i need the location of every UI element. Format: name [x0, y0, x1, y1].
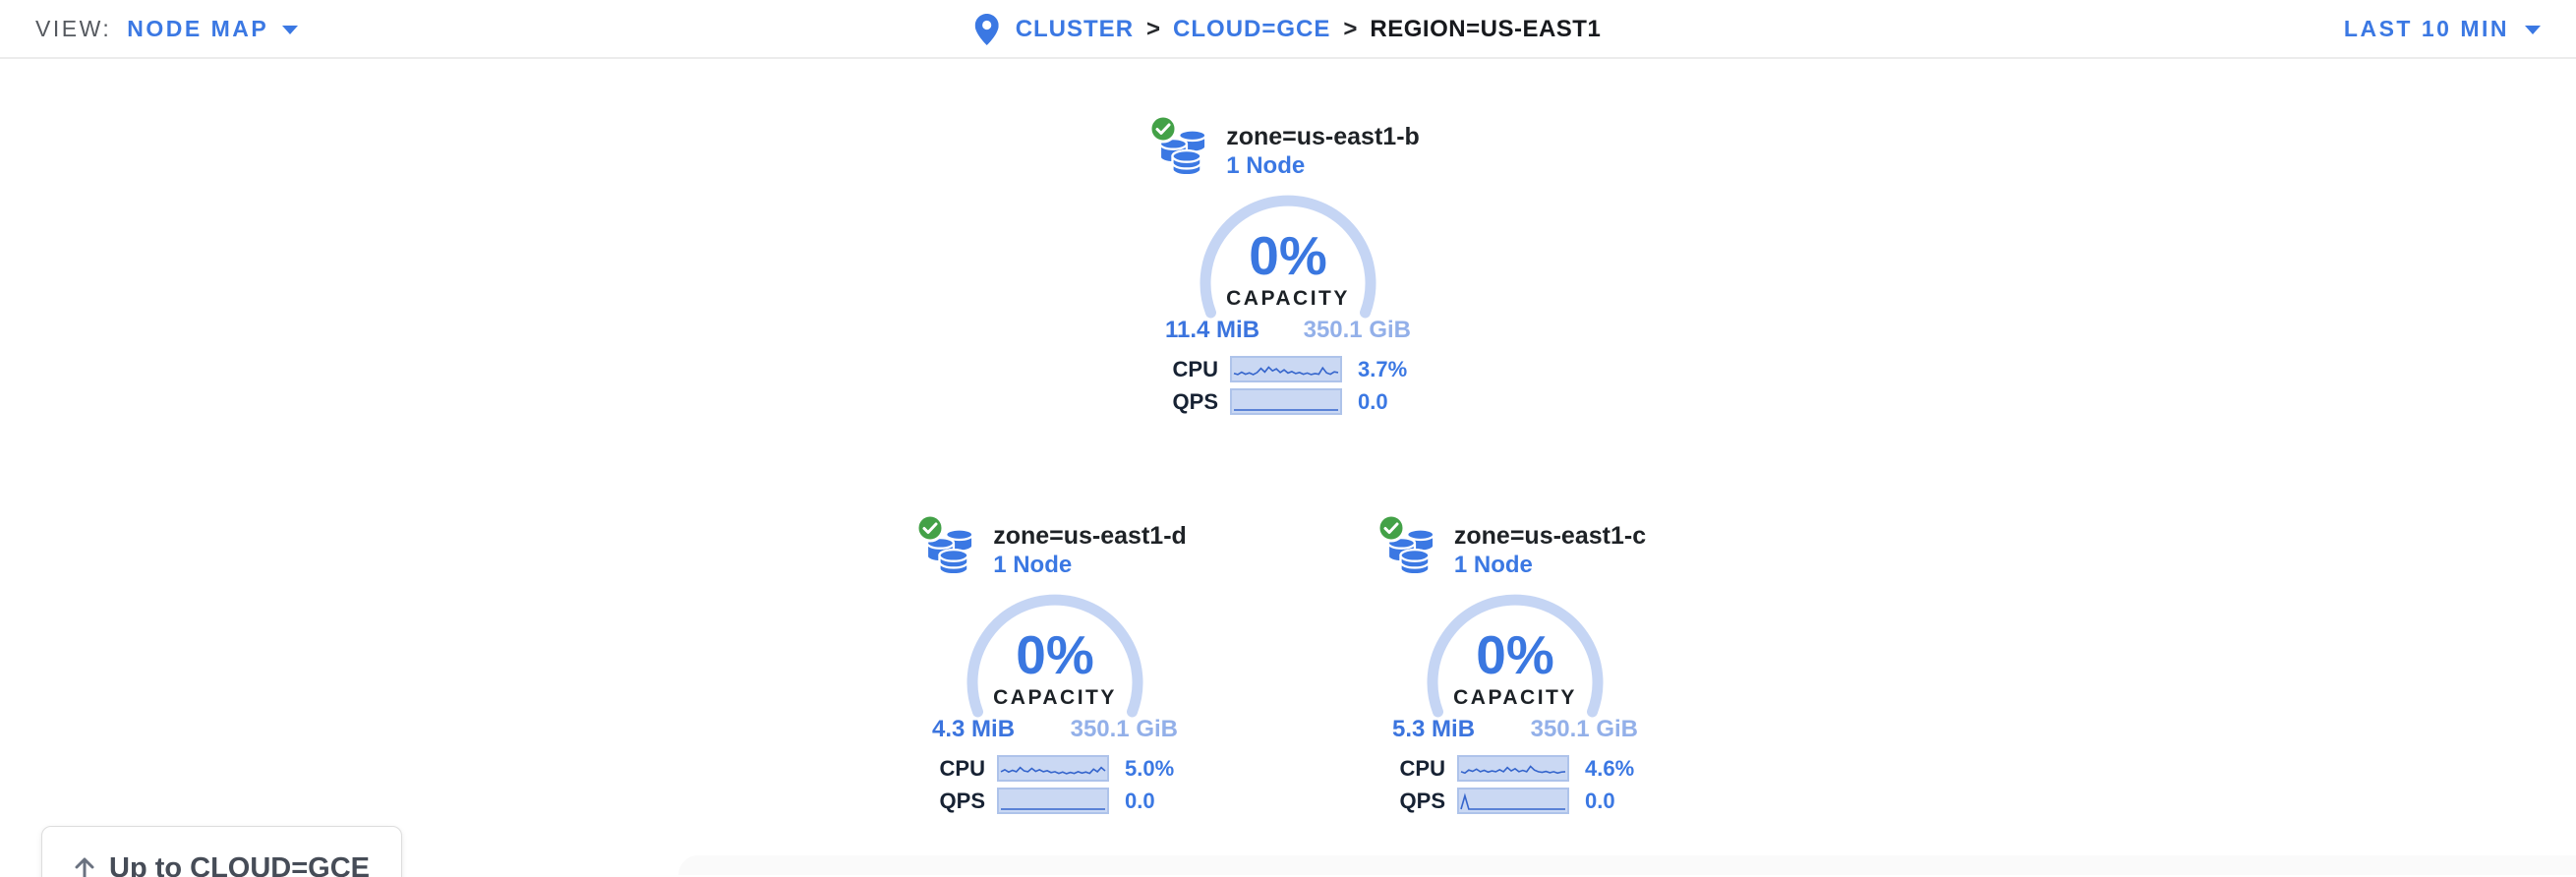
view-dropdown-value: NODE MAP: [127, 15, 269, 41]
capacity-values-row: 4.3 MiB 350.1 GiB: [932, 716, 1178, 743]
time-range-value: LAST 10 MIN: [2343, 15, 2509, 41]
capacity-total: 350.1 GiB: [1303, 317, 1411, 343]
capacity-percent: 0%: [1016, 624, 1094, 685]
capacity-values-row: 5.3 MiB 350.1 GiB: [1392, 716, 1638, 743]
breadcrumb-separator: >: [1343, 16, 1358, 42]
time-range-dropdown[interactable]: LAST 10 MIN: [2344, 16, 2541, 42]
capacity-total: 350.1 GiB: [1070, 716, 1178, 742]
zone-node-count: 1 Node: [1226, 152, 1306, 179]
zone-card-us-east1-d[interactable]: zone=us-east1-d 1 Node 0% CAPACITY 4.3 M…: [915, 513, 1193, 814]
cpu-value: 4.6%: [1585, 755, 1635, 781]
capacity-label: CAPACITY: [993, 686, 1117, 709]
cpu-sparkline: [997, 755, 1109, 782]
zone-card-header: zone=us-east1-d 1 Node: [915, 513, 1193, 580]
healthy-check-icon: [915, 513, 945, 543]
qps-value: 0.0: [1125, 788, 1155, 813]
zone-titles: zone=us-east1-d 1 Node: [993, 519, 1187, 579]
capacity-values-row: 11.4 MiB 350.1 GiB: [1165, 317, 1411, 344]
breadcrumb: CLUSTER > CLOUD=GCE > REGION=US-EAST1: [974, 0, 1602, 59]
capacity-arc: [966, 594, 1143, 718]
capacity-used: 5.3 MiB: [1392, 716, 1476, 742]
cpu-sparkline: [1230, 356, 1342, 382]
view-label: VIEW:: [35, 15, 112, 41]
healthy-check-icon: [1376, 513, 1406, 543]
cpu-label: CPU: [1399, 755, 1445, 781]
nodes-stack-icon: [925, 528, 974, 576]
chevron-down-icon: [282, 26, 299, 34]
zone-card-header: zone=us-east1-c 1 Node: [1376, 513, 1653, 580]
view-selector-group: VIEW: NODE MAP: [35, 15, 299, 42]
view-dropdown[interactable]: NODE MAP: [127, 15, 299, 42]
cpu-value: 5.0%: [1125, 755, 1175, 781]
capacity-percent: 0%: [1249, 225, 1327, 286]
healthy-check-icon: [1148, 114, 1178, 144]
up-to-parent-button[interactable]: Up to CLOUD=GCE: [41, 826, 403, 877]
breadcrumb-cloud-link[interactable]: CLOUD=GCE: [1173, 16, 1331, 42]
zone-icon-wrap: [1148, 114, 1213, 181]
zone-card-us-east1-c[interactable]: zone=us-east1-c 1 Node 0% CAPACITY 5.3 M…: [1376, 513, 1653, 814]
capacity-gauge: 0% CAPACITY: [932, 588, 1178, 720]
qps-row: QPS 0.0: [1390, 788, 1640, 814]
zone-card-us-east1-b[interactable]: zone=us-east1-b 1 Node 0% CAPACITY 11.4 …: [1148, 114, 1426, 415]
capacity-label: CAPACITY: [1226, 287, 1350, 310]
qps-label: QPS: [939, 788, 985, 813]
zone-stats: CPU 3.7% QPS 0.0: [1163, 356, 1413, 415]
zone-name: zone=us-east1-c: [1453, 522, 1647, 550]
zone-icon-wrap: [915, 513, 980, 580]
qps-row: QPS 0.0: [930, 788, 1180, 814]
qps-label: QPS: [1172, 388, 1218, 414]
node-map-canvas: zone=us-east1-b 1 Node 0% CAPACITY 11.4 …: [0, 59, 2576, 877]
capacity-percent: 0%: [1476, 624, 1554, 685]
capacity-total: 350.1 GiB: [1530, 716, 1638, 742]
zone-node-count: 1 Node: [993, 552, 1073, 578]
capacity-gauge: 0% CAPACITY: [1165, 189, 1411, 321]
breadcrumb-region-current: REGION=US-EAST1: [1370, 16, 1602, 42]
cpu-label: CPU: [1172, 356, 1218, 381]
zone-stats: CPU 5.0% QPS 0.0: [930, 755, 1180, 814]
nodes-stack-icon: [1158, 129, 1207, 177]
capacity-arc: [1427, 594, 1604, 718]
zone-titles: zone=us-east1-b 1 Node: [1226, 120, 1420, 180]
zone-name: zone=us-east1-d: [993, 522, 1187, 550]
location-pin-icon: [974, 14, 999, 45]
zone-titles: zone=us-east1-c 1 Node: [1454, 519, 1646, 579]
qps-value: 0.0: [1585, 788, 1615, 813]
zone-node-count: 1 Node: [1453, 552, 1533, 578]
zone-card-header: zone=us-east1-b 1 Node: [1148, 114, 1426, 181]
qps-sparkline: [997, 788, 1109, 814]
cpu-sparkline: [1457, 755, 1569, 782]
zone-icon-wrap: [1376, 513, 1441, 580]
up-button-label: Up to CLOUD=GCE: [109, 851, 371, 877]
cpu-row: CPU 4.6%: [1390, 755, 1640, 782]
capacity-arc: [1200, 195, 1376, 319]
qps-sparkline: [1230, 388, 1342, 415]
capacity-gauge: 0% CAPACITY: [1392, 588, 1638, 720]
cpu-row: CPU 5.0%: [930, 755, 1180, 782]
zone-stats: CPU 4.6% QPS 0.0: [1390, 755, 1640, 814]
capacity-label: CAPACITY: [1453, 686, 1577, 709]
breadcrumb-separator: >: [1146, 16, 1161, 42]
top-bar: VIEW: NODE MAP CLUSTER > CLOUD=GCE > REG…: [0, 0, 2576, 59]
cpu-value: 3.7%: [1358, 356, 1408, 381]
zone-name: zone=us-east1-b: [1226, 123, 1420, 150]
qps-value: 0.0: [1358, 388, 1388, 414]
qps-row: QPS 0.0: [1163, 388, 1413, 415]
qps-label: QPS: [1399, 788, 1445, 813]
breadcrumb-cluster-link[interactable]: CLUSTER: [1015, 16, 1135, 42]
qps-sparkline: [1457, 788, 1569, 814]
capacity-used: 11.4 MiB: [1165, 317, 1260, 343]
cpu-row: CPU 3.7%: [1163, 356, 1413, 382]
chevron-down-icon: [2525, 26, 2541, 34]
map-edge-shading: [678, 855, 2576, 875]
cpu-label: CPU: [939, 755, 985, 781]
capacity-used: 4.3 MiB: [932, 716, 1016, 742]
arrow-up-icon: [75, 857, 94, 877]
